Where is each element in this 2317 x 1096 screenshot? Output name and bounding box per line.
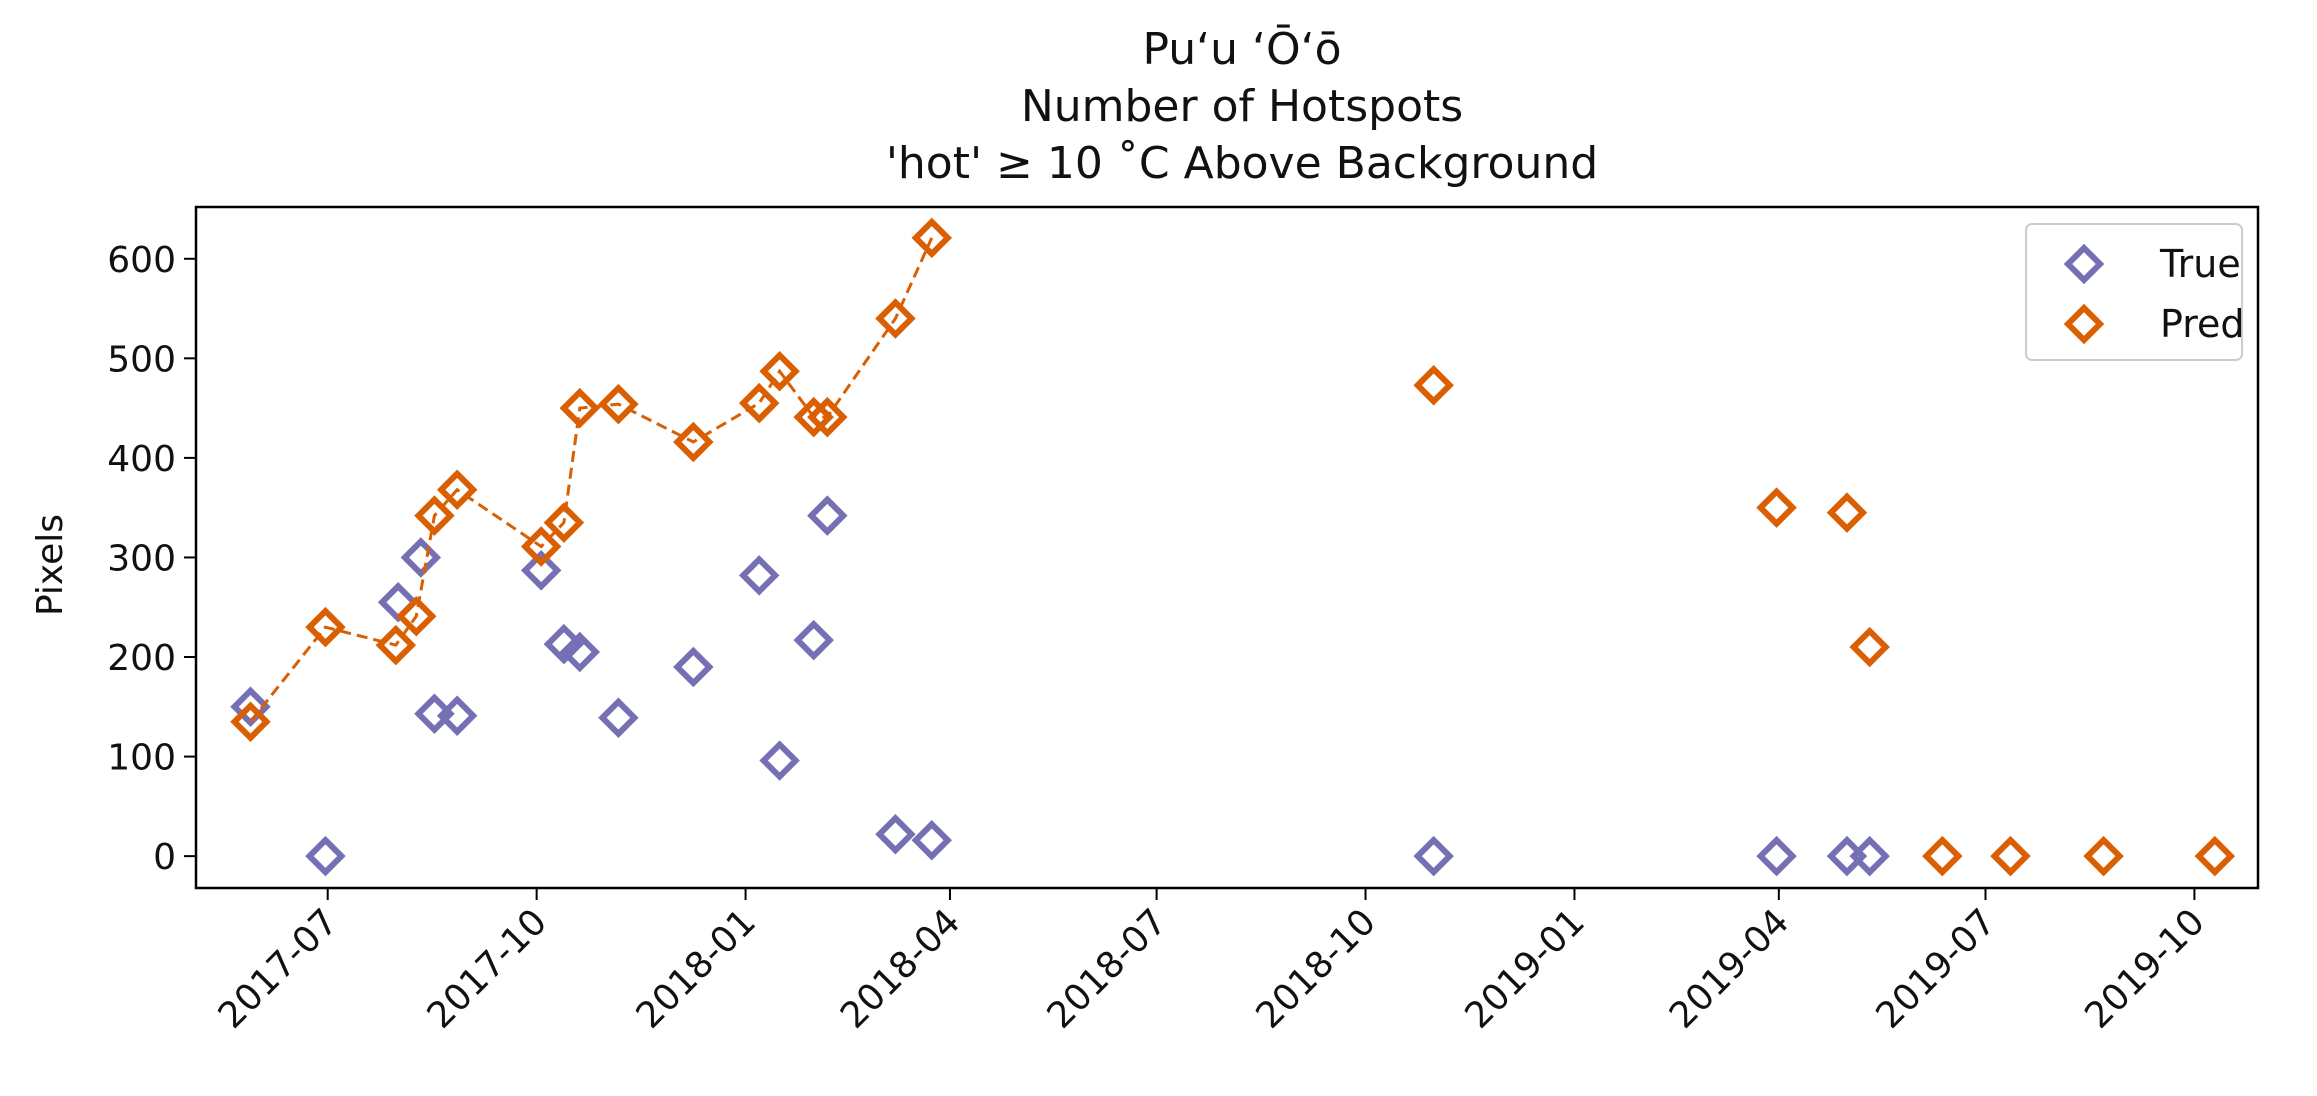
data-point-true [875,813,916,855]
data-point-pred [1990,835,2031,877]
data-point-true [598,697,639,738]
data-point-pred [807,396,848,438]
y-tick-label: 500 [107,339,176,380]
x-tick-label: 2019-07 [1868,901,2003,1036]
data-point-pred [738,382,780,424]
data-point-true [559,631,601,673]
data-point-pred [793,396,834,438]
data-point-pred [305,606,346,648]
chart-title-line-3: 'hot' ≥ 10 ˚C Above Background [886,138,1598,189]
data-point-true [911,819,953,861]
x-tick-label: 2018-10 [1249,901,1384,1036]
data-point-true [807,495,848,536]
data-point-pred [2083,835,2124,877]
legend: True Pred [2025,223,2245,361]
data-point-pred [436,469,478,510]
x-tick-label: 2019-04 [1662,901,1797,1036]
y-tick-label: 600 [107,240,176,281]
data-point-true [520,550,562,591]
data-point-true [1413,835,1454,877]
data-point-pred [414,495,455,536]
data-point-pred [1826,492,1868,533]
data-point-pred [520,526,562,567]
data-point-true [1849,835,1890,877]
data-point-pred [230,701,271,742]
data-point-true [400,537,442,578]
data-point-pred [911,217,953,259]
x-tick-label: 2018-04 [833,901,968,1036]
data-point-true [793,619,834,661]
y-tick-label: 400 [107,439,176,480]
y-tick-label: 300 [107,538,176,579]
legend-marker-pred [2063,303,2105,345]
data-point-pred [1413,364,1454,406]
x-tick-label: 2017-07 [211,901,346,1036]
x-tick-label: 2017-10 [420,901,555,1036]
data-point-pred [673,421,714,463]
legend-marker-true [2063,243,2105,285]
x-tick-label: 2019-10 [2077,901,2212,1036]
data-point-true [1756,835,1797,877]
x-tick-label: 2018-07 [1040,901,1175,1036]
legend-label-pred: Pred [2160,302,2245,346]
data-point-pred [543,502,585,543]
legend-label-true: True [2159,242,2241,286]
data-point-true [738,555,780,596]
x-tick-label: 2019-01 [1457,901,1592,1036]
chart-title-line-2: Number of Hotspots [1021,81,1463,132]
y-tick-label: 0 [153,837,176,878]
plot-area: 0 100 200 300 400 500 600 2017-07 2017-10 2018-01… [107,205,2260,1037]
data-point-pred [1849,626,1890,668]
chart-title: Pu‘u ‘Ō‘ō Number of Hotspots 'hot' ≥ 10 … [886,23,1598,189]
legend-box [2025,223,2243,361]
data-point-true [673,646,714,688]
series-true [230,495,1890,877]
data-point-true [1826,835,1868,877]
chart-title-line-1: Pu‘u ‘Ō‘ō [1142,23,1341,75]
plot-frame [194,205,2260,890]
data-point-pred [875,298,916,339]
data-point-pred [375,624,417,666]
data-point-pred [1922,835,1963,877]
y-tick-label: 200 [107,638,176,679]
y-tick-label: 100 [107,738,176,779]
data-point-pred [559,387,601,429]
data-point-pred [759,351,800,392]
data-point-true [230,686,271,728]
data-point-true [377,582,419,623]
data-point-pred [2194,835,2236,877]
data-point-pred [396,595,437,637]
series-pred [230,217,2236,877]
data-point-pred [1756,487,1797,528]
series-pred-line [249,237,934,723]
data-point-true [759,740,800,781]
y-axis-label: Pixels [30,514,71,616]
data-point-true [436,695,478,737]
data-point-pred [598,383,639,425]
x-tick-label: 2018-01 [629,901,764,1036]
data-point-true [305,835,346,877]
